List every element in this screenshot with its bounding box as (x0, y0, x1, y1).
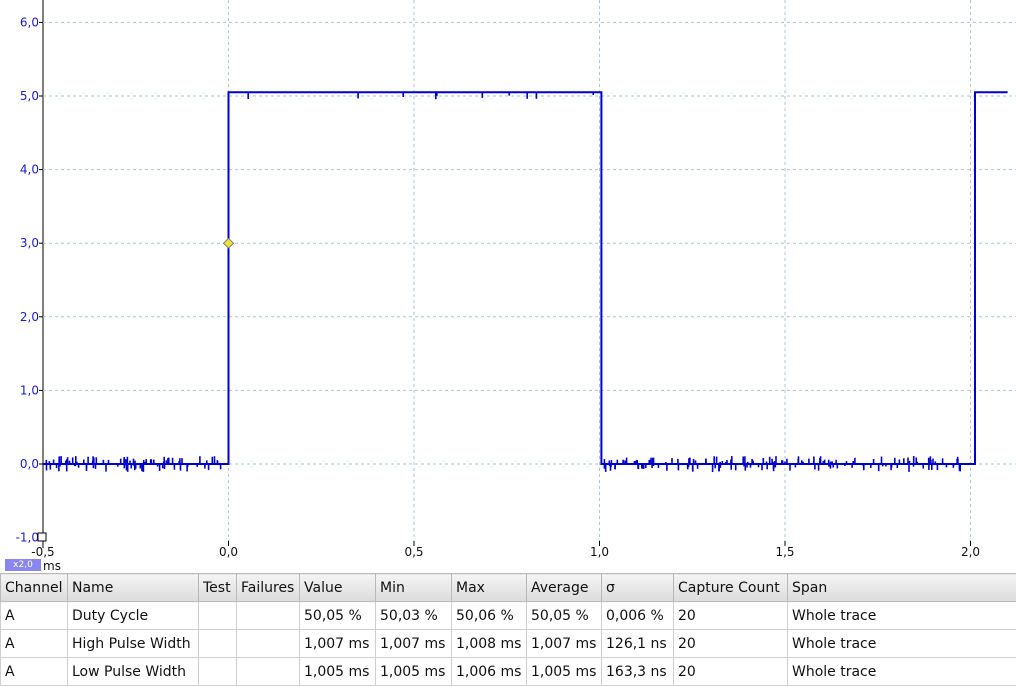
scope-view[interactable]: 6,0 5,0 4,0 3,0 2,0 1,0 0,0 -1,0 -0,5 0,0 0,5 1,0 1… (0, 0, 1016, 572)
trigger-marker[interactable] (222, 237, 235, 249)
table-cell: 126,1 ns (601, 629, 674, 658)
column-header-max[interactable]: Max (451, 573, 527, 602)
y-tick-label: 1,0 (20, 383, 39, 397)
table-cell: 1,007 ms (526, 629, 602, 658)
table-cell (198, 657, 237, 686)
table-cell: Whole trace (787, 657, 1016, 686)
table-cell: 1,005 ms (375, 657, 452, 686)
table-cell: 50,06 % (451, 601, 527, 630)
table-cell (198, 629, 237, 658)
y-tick-label: 3,0 (20, 236, 39, 250)
column-header-σ[interactable]: σ (601, 573, 674, 602)
x-tick-label: 1,5 (775, 545, 794, 559)
y-axis-tick-labels: 6,0 5,0 4,0 3,0 2,0 1,0 0,0 -1,0 (16, 15, 39, 544)
x-tick-label: -0,5 (31, 545, 54, 559)
table-cell: A (0, 657, 68, 686)
zoom-badge[interactable]: x2,0 (5, 559, 41, 571)
column-header-channel[interactable]: Channel (0, 573, 68, 602)
column-header-value[interactable]: Value (299, 573, 376, 602)
table-cell: 1,008 ms (451, 629, 527, 658)
column-header-failures[interactable]: Failures (236, 573, 300, 602)
table-cell: 20 (673, 601, 788, 630)
column-header-name[interactable]: Name (67, 573, 199, 602)
y-tick-label: 0,0 (20, 457, 39, 471)
table-cell: Whole trace (787, 601, 1016, 630)
ruler-handle[interactable] (37, 532, 47, 542)
column-header-min[interactable]: Min (375, 573, 452, 602)
y-tick-label: 2,0 (20, 310, 39, 324)
column-header-capture-count[interactable]: Capture Count (673, 573, 788, 602)
x-tick-label: 0,5 (404, 545, 423, 559)
column-header-span[interactable]: Span (787, 573, 1016, 602)
y-tick-label: 6,0 (20, 15, 39, 29)
x-tick-label: 0,0 (219, 545, 238, 559)
table-cell: 1,006 ms (451, 657, 527, 686)
table-cell: 1,007 ms (299, 629, 376, 658)
measurements-table: Channel Name Test Failures Value Min Max Averag… (0, 573, 1016, 686)
table-cell: 1,005 ms (526, 657, 602, 686)
table-cell: 20 (673, 657, 788, 686)
table-cell: 20 (673, 629, 788, 658)
trace-noise (45, 92, 962, 472)
table-cell: Whole trace (787, 629, 1016, 658)
table-cell: Duty Cycle (67, 601, 199, 630)
table-cell (236, 601, 300, 630)
y-tick-label: 4,0 (20, 163, 39, 177)
table-row[interactable]: A Low Pulse Width 1,005 ms 1,005 ms 1,006 ms… (0, 657, 1016, 686)
table-cell: A (0, 601, 68, 630)
x-axis-tick-labels: -0,5 0,0 0,5 1,0 1,5 2,0 (31, 545, 980, 559)
table-cell: 1,005 ms (299, 657, 376, 686)
table-cell: 1,007 ms (375, 629, 452, 658)
table-cell: High Pulse Width (67, 629, 199, 658)
y-tick-label: 5,0 (20, 89, 39, 103)
x-tick-label: 1,0 (590, 545, 609, 559)
table-cell (198, 601, 237, 630)
x-axis-unit-label: ms (43, 559, 61, 573)
table-cell (236, 657, 300, 686)
y-tick-label: -1,0 (16, 531, 39, 545)
table-row[interactable]: A High Pulse Width 1,007 ms 1,007 ms 1,008 m… (0, 629, 1016, 658)
x-tick-label: 2,0 (961, 545, 980, 559)
channel-a-trace (43, 91, 1008, 465)
table-cell: 163,3 ns (601, 657, 674, 686)
table-row[interactable]: A Duty Cycle 50,05 % 50,03 % 50,06 % 50,05 % 0… (0, 601, 1016, 630)
column-header-test[interactable]: Test (198, 573, 237, 602)
table-cell: A (0, 629, 68, 658)
table-cell: 0,006 % (601, 601, 674, 630)
table-cell: 50,03 % (375, 601, 452, 630)
column-header-average[interactable]: Average (526, 573, 602, 602)
grid (39, 0, 1016, 548)
table-cell (236, 629, 300, 658)
table-header-row: Channel Name Test Failures Value Min Max Averag… (0, 573, 1016, 602)
table-cell: Low Pulse Width (67, 657, 199, 686)
table-cell: 50,05 % (526, 601, 602, 630)
table-cell: 50,05 % (299, 601, 376, 630)
